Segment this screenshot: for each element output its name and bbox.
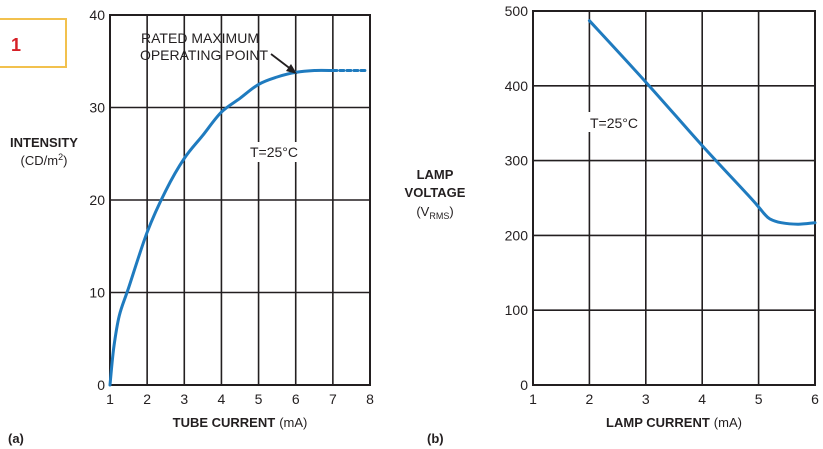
y-axis-label-a: INTENSITY [10, 135, 78, 150]
x-tick-label: 1 [529, 391, 537, 407]
condition-label-b-bg [585, 112, 645, 132]
y-tick-label: 300 [505, 153, 529, 169]
x-axis-label-b: LAMP CURRENT (mA) [606, 415, 742, 430]
series-line [587, 19, 817, 226]
x-tick-label: 7 [329, 391, 337, 407]
chart-a: 0 10 20 30 40 1 2 3 4 5 6 7 8 RATED MAXIMUM OPERATI… [8, 7, 374, 446]
y-tick-label: 0 [520, 377, 528, 393]
chart-b-plot-frame [532, 10, 816, 386]
chart-a-grid [110, 15, 370, 385]
chart-b-y-ticks: 0 100 200 300 400 500 [505, 3, 529, 393]
condition-label-a-bg [244, 142, 304, 162]
panel-label-a: (a) [8, 431, 24, 446]
y-tick-label: 100 [505, 302, 529, 318]
x-tick-label: 5 [255, 391, 263, 407]
x-tick-label: 5 [755, 391, 763, 407]
x-tick-label: 2 [143, 391, 151, 407]
x-tick-label: 2 [586, 391, 594, 407]
y-tick-label: 40 [89, 7, 105, 23]
chart-b-series [587, 19, 817, 226]
chart-a-x-ticks: 1 2 3 4 5 6 7 8 [106, 391, 374, 407]
y-tick-label: 500 [505, 3, 529, 19]
x-tick-label: 1 [106, 391, 114, 407]
y-tick-label: 400 [505, 78, 529, 94]
y-axis-label-b-line2: VOLTAGE [405, 185, 466, 200]
y-axis-unit-b: (VRMS) [416, 204, 453, 221]
condition-label-b: T=25°C [590, 115, 638, 131]
annotation-label-line2: OPERATING POINT [140, 47, 269, 63]
x-tick-label: 4 [218, 391, 226, 407]
y-tick-label: 30 [89, 100, 105, 116]
figure-number: 1 [11, 35, 21, 55]
x-tick-label: 4 [698, 391, 706, 407]
y-axis-label-b-line1: LAMP [417, 167, 454, 182]
chart-a-plot-frame [109, 14, 371, 386]
x-tick-label: 3 [180, 391, 188, 407]
annotation-arrow [270, 53, 293, 71]
chart-b-x-ticks: 1 2 3 4 5 6 [529, 391, 819, 407]
x-axis-label-a: TUBE CURRENT (mA) [173, 415, 308, 430]
y-tick-label: 0 [97, 377, 105, 393]
condition-label-a: T=25°C [250, 144, 298, 160]
y-axis-unit-a: (CD/m2) [21, 152, 68, 168]
y-tick-label: 10 [89, 285, 105, 301]
y-tick-label: 200 [505, 227, 529, 243]
x-tick-label: 3 [642, 391, 650, 407]
panel-label-b: (b) [427, 431, 444, 446]
x-tick-label: 6 [292, 391, 300, 407]
series-line [108, 68, 335, 387]
annotation-label-line1: RATED MAXIMUM [141, 30, 259, 46]
figure-badge [0, 18, 67, 68]
x-tick-label: 8 [366, 391, 374, 407]
y-tick-label: 20 [89, 192, 105, 208]
chart-b: 0 100 200 300 400 500 1 2 3 4 5 6 T=25°C LAMP VOLT… [405, 3, 820, 446]
chart-a-series [108, 68, 368, 387]
x-tick-label: 6 [811, 391, 819, 407]
annotation-arrow-head [286, 64, 297, 74]
chart-a-y-ticks: 0 10 20 30 40 [89, 7, 105, 393]
chart-b-grid [533, 11, 815, 385]
